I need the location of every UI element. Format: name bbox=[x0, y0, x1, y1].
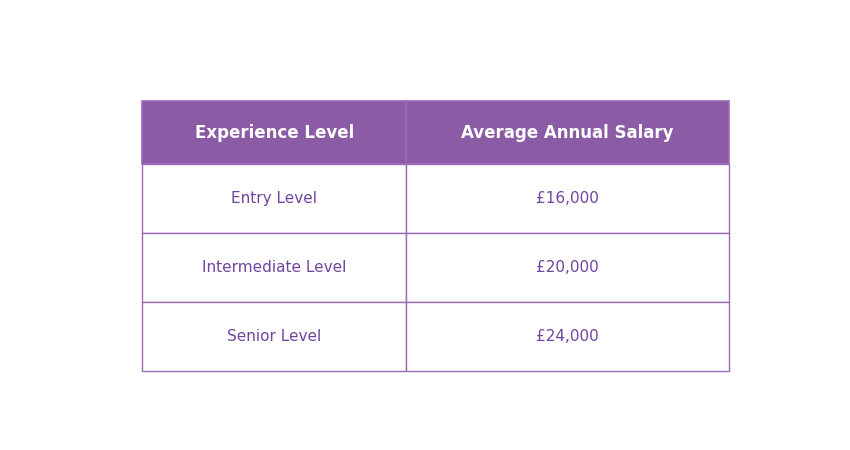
FancyBboxPatch shape bbox=[406, 302, 728, 371]
FancyBboxPatch shape bbox=[143, 164, 406, 233]
Text: Senior Level: Senior Level bbox=[227, 329, 321, 344]
FancyBboxPatch shape bbox=[143, 233, 406, 302]
Text: Experience Level: Experience Level bbox=[195, 124, 354, 142]
Text: Entry Level: Entry Level bbox=[231, 191, 317, 206]
FancyBboxPatch shape bbox=[406, 101, 728, 164]
Text: £24,000: £24,000 bbox=[536, 329, 599, 344]
FancyBboxPatch shape bbox=[143, 302, 406, 371]
FancyBboxPatch shape bbox=[143, 101, 406, 164]
Text: Intermediate Level: Intermediate Level bbox=[202, 260, 347, 275]
Text: Average Annual Salary: Average Annual Salary bbox=[462, 124, 674, 142]
FancyBboxPatch shape bbox=[406, 164, 728, 233]
FancyBboxPatch shape bbox=[406, 233, 728, 302]
Text: £20,000: £20,000 bbox=[536, 260, 599, 275]
Text: £16,000: £16,000 bbox=[536, 191, 599, 206]
